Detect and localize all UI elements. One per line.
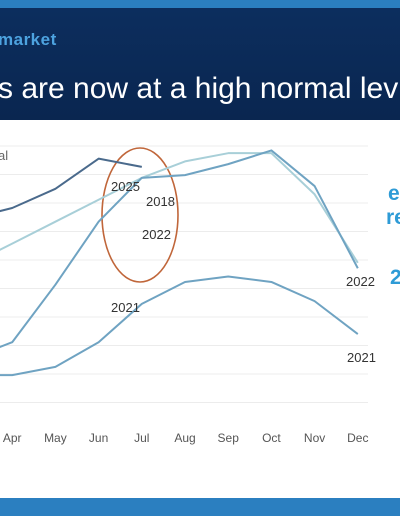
series-label-2025: 2025 (111, 179, 140, 194)
x-tick-may: May (44, 431, 67, 445)
highlight-circle (101, 147, 179, 283)
x-tick-sep: Sep (218, 431, 240, 445)
x-tick-aug: Aug (174, 431, 195, 445)
series-lines (0, 149, 359, 377)
x-tick-nov: Nov (304, 431, 325, 445)
chart-gridlines (0, 145, 368, 403)
side-text-line-2: re (386, 206, 400, 229)
x-tick-apr: Apr (3, 431, 22, 445)
series-labels: 2025 2018 2022 2022 2021 2021 (111, 179, 376, 365)
side-text-line-1: e (388, 182, 400, 205)
top-accent-bar (0, 0, 400, 8)
slide-title: s are now at a high normal lev (0, 72, 399, 105)
series-label-2021: 2021 (111, 300, 140, 315)
x-axis-tick-labels: Apr May Jun Jul Aug Sep Oct Nov Dec (3, 431, 369, 445)
series-label-2022: 2022 (142, 227, 171, 242)
series-label-2021-end: 2021 (347, 350, 376, 365)
series-label-2018: 2018 (146, 194, 175, 209)
slide-header: market s are now at a high normal lev (0, 8, 400, 120)
series-line-2018 (0, 152, 359, 264)
side-text-line-3: 2 (390, 266, 400, 289)
section-label: market (0, 30, 57, 49)
series-line-2022 (0, 149, 359, 348)
bottom-accent-bar (0, 498, 400, 516)
x-tick-jun: Jun (89, 431, 108, 445)
line-chart: al 2025 2018 2022 2022 2021 2021 Apr May Jun Jul… (0, 145, 400, 445)
series-line-2021 (0, 275, 359, 377)
y-axis-label: al (0, 148, 8, 163)
x-tick-dec: Dec (347, 431, 368, 445)
x-tick-oct: Oct (262, 431, 281, 445)
series-label-2022-end: 2022 (346, 274, 375, 289)
x-tick-jul: Jul (134, 431, 149, 445)
